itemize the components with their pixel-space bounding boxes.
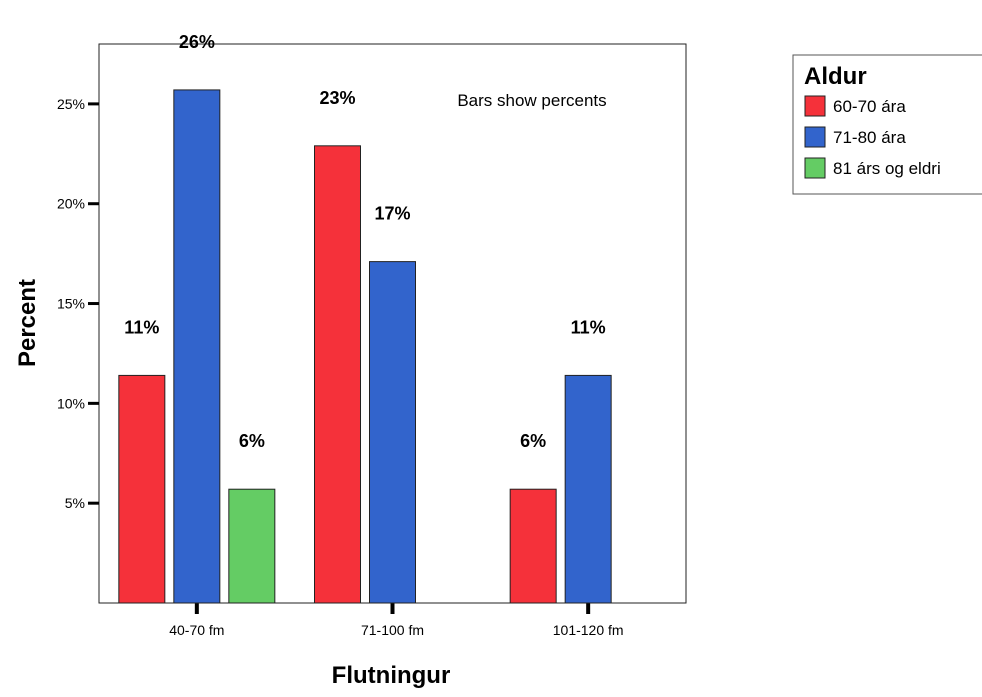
- y-tick-label: 15%: [57, 296, 85, 312]
- bar: [228, 488, 276, 604]
- data-label: 26%: [179, 32, 215, 52]
- x-axis: 40-70 fm 71-100 fm 101-120 fm: [169, 603, 624, 638]
- data-label: 6%: [520, 431, 546, 451]
- y-tick-label: 20%: [57, 196, 85, 212]
- bar: [173, 89, 221, 604]
- legend-title: Aldur: [804, 63, 867, 90]
- x-tick-label: 71-100 fm: [361, 622, 424, 638]
- data-label: 11%: [571, 317, 606, 337]
- legend-swatch: [804, 157, 826, 179]
- legend-label: 71-80 ára: [833, 128, 906, 147]
- data-label: 11%: [124, 317, 159, 337]
- bar: [369, 261, 416, 604]
- data-labels-group: 11% 26% 6% 23% 17% 6% 11%: [124, 32, 605, 451]
- annotation-text: Bars show percents: [457, 91, 606, 110]
- y-tick-label: 10%: [57, 395, 85, 411]
- x-tick-label: 40-70 fm: [169, 622, 224, 638]
- bar: [509, 488, 557, 604]
- legend: Aldur 60-70 ára 71-80 ára 81 árs og eldri: [792, 54, 982, 195]
- y-axis: 5% 10% 15% 20% 25%: [57, 96, 99, 511]
- bar: [314, 145, 361, 604]
- bar: [564, 374, 612, 604]
- data-label: 23%: [319, 88, 355, 108]
- bars-group: [118, 89, 612, 604]
- y-axis-title: Percent: [14, 279, 41, 367]
- legend-items: 60-70 ára 71-80 ára 81 árs og eldri: [804, 95, 941, 179]
- bar: [118, 374, 166, 604]
- legend-label: 60-70 ára: [833, 97, 906, 116]
- legend-swatch: [804, 95, 826, 117]
- data-label: 17%: [374, 204, 410, 224]
- y-tick-label: 5%: [65, 495, 85, 511]
- legend-swatch: [804, 126, 826, 148]
- legend-label: 81 árs og eldri: [833, 159, 941, 178]
- x-axis-title: Flutningur: [332, 662, 451, 689]
- y-tick-label: 25%: [57, 96, 85, 112]
- data-label: 6%: [239, 431, 265, 451]
- x-tick-label: 101-120 fm: [553, 622, 624, 638]
